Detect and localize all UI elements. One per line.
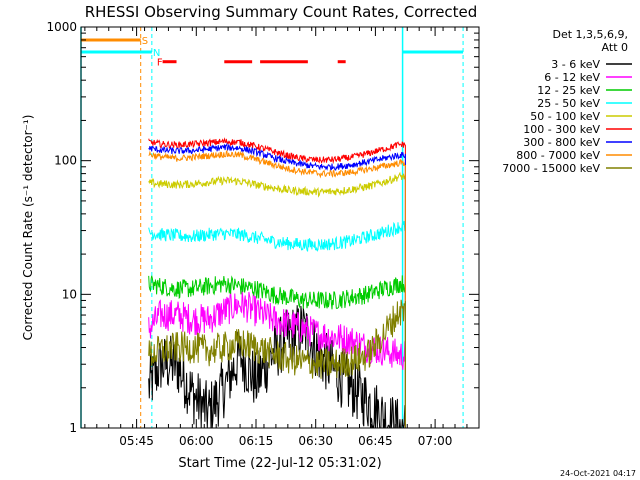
- legend-label-4: 50 - 100 keV: [530, 110, 600, 123]
- legend-label-0: 3 - 6 keV: [551, 58, 600, 71]
- plot-frame: [80, 26, 480, 429]
- x-tick-label: 07:00: [418, 434, 453, 448]
- x-tick-label: 06:00: [179, 434, 214, 448]
- marker-label-S: S: [142, 36, 148, 47]
- series-line-8: [148, 299, 406, 428]
- series-line-4: [148, 171, 406, 428]
- legend-label-1: 6 - 12 keV: [544, 71, 600, 84]
- marker-label-N: N: [153, 48, 160, 59]
- x-axis-label: Start Time (22-Jul-12 05:31:02): [178, 456, 381, 471]
- marker-label-F: F: [157, 58, 163, 69]
- x-tick-label: 05:45: [119, 434, 154, 448]
- legend-label-5: 100 - 300 keV: [523, 123, 600, 136]
- series-line-6: [148, 142, 406, 428]
- series-line-1: [148, 290, 406, 428]
- plot-area: SNF 1 10 100 1000 05:45 06:00 06:15 06:30 06:45 07…: [46, 20, 480, 448]
- y-tick-label: 1000: [46, 20, 77, 34]
- legend-title-line: Det 1,3,5,6,9,: [552, 28, 628, 41]
- legend-title-line: Att 0: [602, 41, 628, 54]
- x-tick-label: 06:15: [239, 434, 274, 448]
- y-axis-label: Corrected Count Rate (s⁻¹ detector⁻¹): [21, 115, 35, 341]
- legend-label-6: 300 - 800 keV: [523, 136, 600, 149]
- x-tick-label: 06:30: [298, 434, 333, 448]
- footer-timestamp: 24-Oct-2021 04:17: [560, 469, 636, 478]
- series-line-7: [148, 149, 406, 428]
- legend-label-3: 25 - 50 keV: [537, 97, 600, 110]
- y-tick-label: 1: [69, 421, 77, 435]
- series-line-2: [148, 275, 406, 428]
- series-line-3: [148, 220, 406, 428]
- legend-label-8: 7000 - 15000 keV: [502, 162, 600, 175]
- legend-label-2: 12 - 25 keV: [537, 84, 600, 97]
- y-tick-label: 10: [62, 287, 77, 301]
- legend-label-7: 800 - 7000 keV: [516, 149, 600, 162]
- y-tick-label: 100: [54, 154, 77, 168]
- x-tick-label: 06:45: [358, 434, 393, 448]
- series-line-5: [148, 137, 406, 428]
- chart-title: RHESSI Observing Summary Count Rates, Co…: [85, 3, 478, 21]
